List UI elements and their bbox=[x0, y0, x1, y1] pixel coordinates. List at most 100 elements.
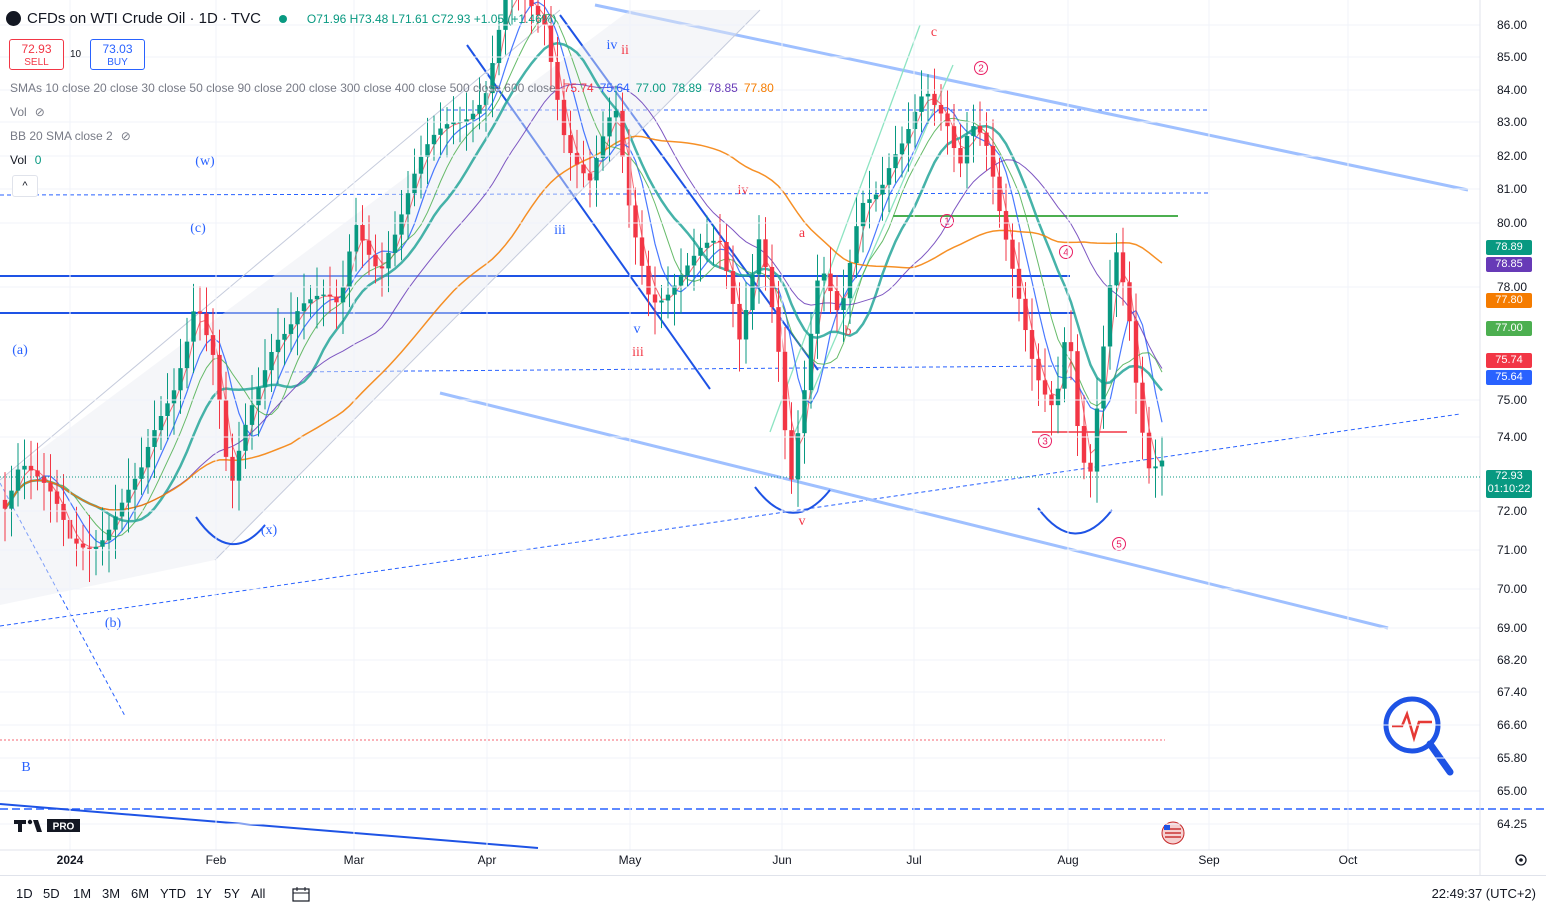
price-tick-label: 64.25 bbox=[1497, 817, 1527, 831]
candle bbox=[711, 224, 716, 266]
candle bbox=[574, 129, 580, 189]
candle-body bbox=[698, 247, 703, 256]
candle-body bbox=[496, 29, 502, 64]
candle-body bbox=[340, 286, 346, 303]
wave-circle bbox=[1038, 434, 1052, 448]
candle-body bbox=[932, 93, 937, 105]
range-button-3m[interactable]: 3M bbox=[102, 886, 121, 901]
candle bbox=[867, 170, 872, 229]
last-price-value: 72.93 bbox=[1495, 470, 1523, 482]
candle-body bbox=[620, 110, 625, 157]
candle-body bbox=[594, 158, 599, 181]
candle bbox=[353, 197, 359, 272]
candle-body bbox=[113, 516, 118, 530]
candle-body bbox=[938, 104, 944, 114]
tradingview-logo[interactable]: PRO bbox=[14, 817, 84, 833]
bottom-toolbar: 1D 5D 1M 3M 6M YTD 1Y 5Y All 22:49:37 (UTC+2) bbox=[0, 875, 1546, 911]
candle-body bbox=[386, 252, 391, 269]
magnifier-heartbeat-icon bbox=[1383, 696, 1454, 776]
green-channel-1 bbox=[769, 24, 921, 433]
range-button-1m[interactable]: 1M bbox=[73, 886, 92, 901]
heartbeat-line bbox=[1392, 710, 1432, 743]
candle bbox=[1029, 298, 1035, 391]
price-tick-label: 71.00 bbox=[1497, 543, 1527, 557]
candle bbox=[340, 260, 346, 334]
candle-body bbox=[945, 113, 950, 127]
eye-off-icon[interactable]: ⊘ bbox=[34, 105, 45, 119]
candle-body bbox=[1016, 268, 1022, 299]
candle-body bbox=[321, 294, 326, 296]
candle-body bbox=[568, 135, 573, 154]
range-button-5y[interactable]: 5Y bbox=[224, 886, 240, 901]
candle-body bbox=[977, 126, 983, 133]
candle-body bbox=[451, 122, 456, 125]
tv-logo-icon: PRO bbox=[14, 819, 80, 833]
candle bbox=[412, 148, 417, 207]
candle bbox=[802, 360, 807, 464]
range-button-1y[interactable]: 1Y bbox=[196, 886, 212, 901]
impulse-line-2 bbox=[559, 14, 819, 371]
candle bbox=[178, 338, 183, 414]
candle-body bbox=[464, 119, 469, 122]
candle bbox=[886, 153, 892, 213]
candle-body bbox=[184, 341, 190, 369]
sell-button[interactable]: 72.93 SELL bbox=[9, 39, 64, 70]
candle bbox=[139, 436, 144, 495]
collapse-legend-button[interactable]: ^ bbox=[12, 175, 38, 197]
sma-legend-label: SMAs 10 close 20 close 30 close 50 close… bbox=[10, 81, 556, 95]
vol-legend[interactable]: Vol 0 bbox=[10, 153, 41, 167]
candle bbox=[347, 234, 352, 308]
candle-body bbox=[639, 237, 645, 266]
gear-ring bbox=[1515, 854, 1527, 866]
candle bbox=[360, 205, 365, 268]
candle-body bbox=[444, 124, 450, 129]
buy-button[interactable]: 73.03 BUY bbox=[90, 39, 145, 70]
candle bbox=[620, 92, 625, 174]
candle bbox=[100, 507, 105, 566]
candle-body bbox=[841, 298, 846, 311]
candle bbox=[997, 157, 1002, 228]
candle bbox=[158, 396, 164, 450]
market-open-dot-icon bbox=[278, 14, 287, 23]
candle-body bbox=[126, 489, 131, 503]
bb-legend[interactable]: BB 20 SMA close 2 ⊘ bbox=[10, 129, 131, 143]
sma-legend-value: 75.64 bbox=[599, 81, 630, 95]
candle bbox=[106, 514, 112, 573]
candle bbox=[54, 469, 60, 523]
price-tick-label: 65.00 bbox=[1497, 784, 1527, 798]
candle-body bbox=[607, 117, 612, 137]
vol-legend-label: Vol bbox=[10, 153, 27, 167]
clock-timezone[interactable]: 22:49:37 (UTC+2) bbox=[1431, 886, 1536, 901]
sell-label: SELL bbox=[24, 57, 49, 68]
candle bbox=[1114, 233, 1119, 318]
range-button-ytd[interactable]: YTD bbox=[160, 886, 186, 901]
time-tick-label: Sep bbox=[1198, 853, 1220, 867]
candle bbox=[405, 170, 411, 240]
candle-body bbox=[1003, 211, 1009, 240]
sma-legend[interactable]: SMAs 10 close 20 close 30 close 50 close… bbox=[10, 81, 774, 95]
eye-off-icon[interactable]: ⊘ bbox=[120, 129, 131, 143]
range-button-6m[interactable]: 6M bbox=[131, 886, 150, 901]
candle bbox=[1062, 327, 1067, 403]
candle-body bbox=[802, 390, 807, 434]
vol-hidden-label: Vol bbox=[10, 105, 27, 119]
candle-body bbox=[685, 265, 690, 276]
candle bbox=[288, 292, 294, 352]
candle bbox=[373, 234, 378, 284]
price-tick-label: 86.00 bbox=[1497, 18, 1527, 32]
vol-hidden-legend[interactable]: Vol ⊘ bbox=[10, 105, 45, 119]
range-button-1d[interactable]: 1D bbox=[16, 886, 33, 901]
symbol-header[interactable]: CFDs on WTI Crude Oil · 1D · TVC O71.96 … bbox=[6, 10, 556, 27]
wave-label: 2 bbox=[978, 64, 984, 75]
candle bbox=[366, 215, 372, 276]
candle bbox=[984, 112, 989, 171]
candle-body bbox=[503, 0, 508, 30]
range-button-5d[interactable]: 5D bbox=[43, 886, 60, 901]
channel-top bbox=[594, 3, 1469, 192]
parallel-channel-top bbox=[0, 9, 561, 481]
range-button-all[interactable]: All bbox=[251, 886, 266, 901]
candle bbox=[639, 210, 645, 285]
candle bbox=[470, 100, 476, 143]
calendar-icon[interactable] bbox=[291, 886, 311, 905]
